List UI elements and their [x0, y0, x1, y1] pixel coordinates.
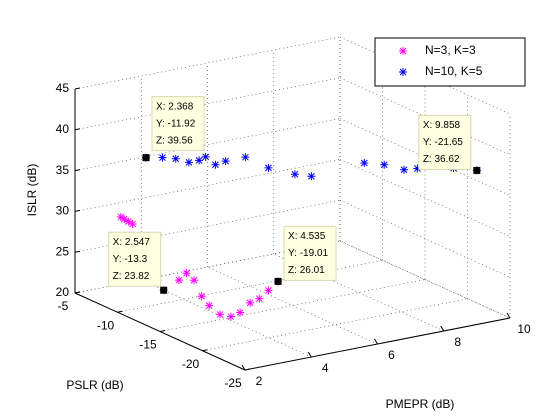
point [174, 276, 183, 285]
y-tick [159, 330, 166, 332]
y-axis-label: PSLR (dB) [66, 378, 123, 392]
point [255, 294, 264, 303]
x-tick-label: 2 [256, 374, 263, 388]
y-tick [244, 368, 251, 371]
point [195, 156, 204, 165]
z-axis-label: ISLR (dB) [25, 164, 39, 217]
point [216, 310, 225, 319]
point [246, 298, 255, 307]
x-tick-label: 4 [322, 361, 329, 375]
point [290, 170, 299, 179]
z-tick-label: 30 [56, 204, 70, 218]
z-tick-label: 25 [56, 244, 70, 258]
x-tick-label: 6 [388, 348, 395, 362]
y-tick-label: -25 [224, 376, 242, 390]
point [360, 158, 369, 167]
z-tick [74, 250, 81, 253]
point [182, 269, 191, 278]
x-tick [506, 312, 511, 319]
z-tick-label: 20 [56, 285, 70, 299]
y-tick [117, 310, 123, 313]
data-tip-text: X: 2.547 [113, 237, 151, 248]
point [201, 152, 210, 161]
point [221, 157, 230, 166]
y-tick-label: -10 [97, 318, 115, 332]
point [158, 153, 167, 162]
legend-label: N=10, K=5 [425, 64, 483, 78]
y-tick [202, 349, 208, 352]
legend: N=3, K=3 N=10, K=5 [374, 37, 526, 87]
data-tip-box [418, 114, 472, 170]
point [380, 160, 389, 169]
point [197, 292, 206, 301]
point [124, 217, 133, 226]
data-tip-text: Y: -11.92 [156, 118, 196, 129]
point [241, 153, 250, 162]
point [307, 172, 316, 181]
data-tip-text: Y: -13.3 [113, 254, 148, 265]
data-tip-marker [142, 154, 150, 162]
point [236, 308, 245, 317]
point [413, 164, 422, 173]
point [128, 219, 137, 228]
point [190, 276, 199, 285]
data-tip: X: 2.547 Y: -13.3 Z: 23.82 [108, 231, 168, 294]
data-tip-marker [473, 166, 481, 174]
data-tip-text: Z: 23.82 [113, 271, 150, 282]
point [171, 154, 180, 163]
y-tick-label: -20 [182, 357, 200, 371]
data-tip-box [108, 231, 162, 287]
point [264, 286, 273, 295]
y-tick-label: -15 [139, 338, 157, 352]
legend-box [374, 37, 526, 87]
x-axis-label: PMEPR (dB) [386, 397, 455, 411]
y-tick [74, 291, 81, 294]
z-tick-label: 40 [56, 122, 70, 136]
z-tick [74, 87, 81, 90]
data-tip-text: Z: 36.62 [423, 154, 460, 165]
legend-marker [399, 68, 407, 76]
data-tip: X: 9.858 Y: -21.65 Z: 36.62 [418, 114, 481, 174]
z-tick [74, 169, 81, 172]
point [211, 160, 220, 169]
data-tip: X: 2.368 Y: -11.92 Z: 39.56 [142, 96, 205, 162]
x-tick [374, 338, 378, 345]
point [184, 158, 193, 167]
point [400, 165, 409, 174]
z-tick-label: 35 [56, 163, 70, 177]
legend-label: N=3, K=3 [425, 43, 476, 57]
data-tip-text: Y: -19.01 [288, 248, 328, 259]
data-tip-box [283, 225, 337, 281]
data-tip-text: X: 2.368 [156, 101, 194, 112]
data-tip-box [151, 96, 205, 152]
point [264, 163, 273, 172]
data-tip-marker [160, 286, 168, 294]
point [226, 312, 235, 321]
point [205, 301, 214, 310]
y-tick-label: -5 [58, 299, 69, 313]
x-tick-label: 8 [454, 335, 461, 349]
x-tick-label: 10 [517, 322, 531, 336]
data-tip-text: Z: 26.01 [288, 265, 325, 276]
x-tick [241, 364, 246, 371]
data-tip-text: X: 9.858 [423, 120, 461, 131]
z-tick [74, 209, 81, 212]
data-tip-text: Z: 39.56 [156, 135, 193, 146]
data-tip-text: Y: -21.65 [423, 137, 463, 148]
data-tip-marker [274, 277, 282, 285]
point [120, 215, 129, 224]
z-tick-label: 45 [56, 81, 70, 95]
legend-marker [399, 47, 407, 55]
x-tick [440, 325, 445, 332]
data-tip-text: X: 4.535 [288, 231, 326, 242]
data-tip: X: 4.535 Y: -19.01 Z: 26.01 [274, 225, 337, 285]
point [116, 212, 125, 221]
x-tick [307, 351, 312, 358]
z-tick [74, 128, 81, 131]
